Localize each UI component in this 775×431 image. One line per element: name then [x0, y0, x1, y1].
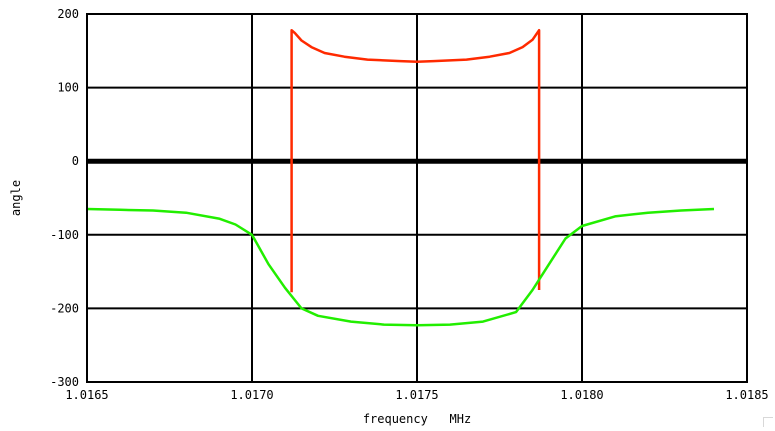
- x-tick-label: 1.0175: [395, 388, 438, 402]
- x-tick-label: 1.0165: [65, 388, 108, 402]
- y-tick-label: -100: [50, 228, 79, 242]
- y-tick-label: 200: [57, 7, 79, 21]
- y-tick-label: 100: [57, 81, 79, 95]
- x-axis-label: frequency MHz: [363, 412, 471, 426]
- x-tick-label: 1.0170: [230, 388, 273, 402]
- series-line-2: [86, 207, 715, 327]
- grid-lines: [86, 13, 748, 383]
- y-tick-label: -300: [50, 375, 79, 389]
- series-layer: [86, 28, 715, 327]
- resize-corner-mark: [763, 417, 773, 427]
- x-tick-label: 1.0185: [725, 388, 768, 402]
- y-tick-label: 0: [72, 154, 79, 168]
- series-line-1: [290, 28, 541, 293]
- y-tick-label: -200: [50, 301, 79, 315]
- x-tick-label: 1.0180: [560, 388, 603, 402]
- tick-labels: 1.0165 1.0170 1.0175 1.0180 1.0185 -300 -200 -1…: [50, 7, 769, 402]
- y-axis-label: angle: [9, 180, 23, 216]
- plot-frame: [86, 13, 748, 383]
